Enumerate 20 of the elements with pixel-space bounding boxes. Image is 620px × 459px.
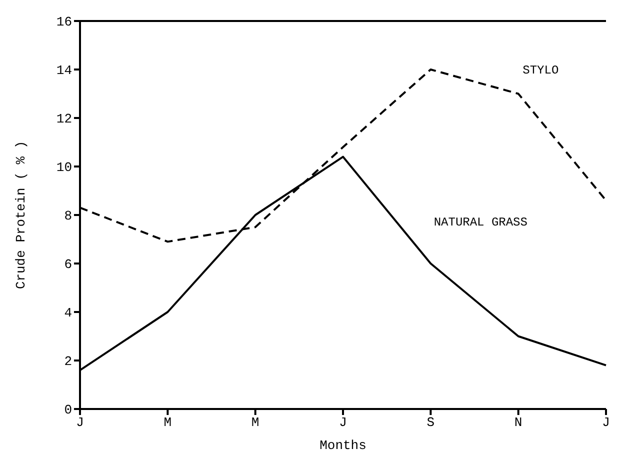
text: NATURAL GRASS	[434, 216, 528, 230]
y-tick-label: 6	[64, 257, 72, 272]
x-axis-title: Months	[320, 438, 366, 453]
x-tick-label: N	[514, 415, 522, 430]
y-tick-label: 14	[56, 63, 72, 78]
y-tick-label: 0	[64, 402, 72, 418]
y-tick-label: 8	[64, 208, 72, 224]
y-tick-label: 2	[64, 354, 72, 370]
x-tick-label: M	[251, 415, 260, 430]
x-tick-label: J	[602, 415, 610, 430]
x-tick-label: S	[426, 415, 435, 430]
y-tick-label: 4	[64, 306, 72, 321]
x-tick-label: J	[76, 415, 84, 430]
x-tick-label: M	[164, 415, 172, 430]
y-axis-title: Crude Protein ( % )	[14, 140, 29, 290]
y-tick-label: 10	[56, 160, 72, 176]
x-tick-label: J	[339, 415, 347, 430]
y-tick-label: 16	[56, 14, 72, 30]
y-tick-label: 12	[56, 112, 72, 127]
series-label: STYLO	[522, 64, 559, 78]
